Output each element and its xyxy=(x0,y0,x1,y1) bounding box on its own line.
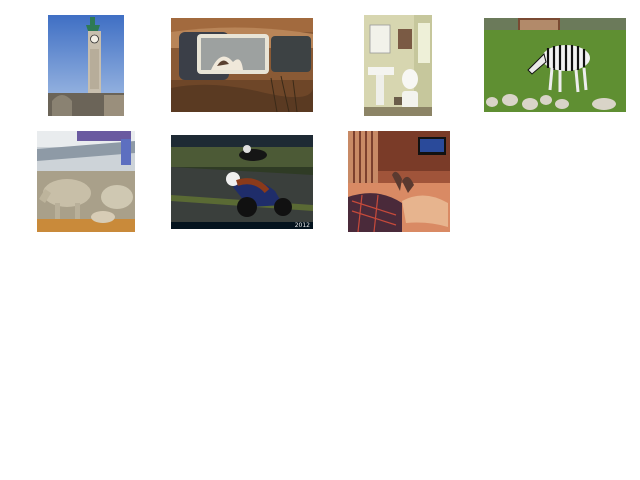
thumbnail-cows-in-barn[interactable] xyxy=(37,131,135,232)
thumbnail-clock-tower[interactable] xyxy=(48,15,124,116)
thumbnail-zebra[interactable] xyxy=(484,18,626,112)
bathroom-image xyxy=(364,15,432,116)
cows-barn-image xyxy=(37,131,135,232)
thumbnail-motorcycle-racer[interactable]: 2012 xyxy=(171,135,313,229)
zebra-image xyxy=(484,18,626,112)
thumbnail-feet-on-bed-tv[interactable] xyxy=(348,131,450,232)
thumbnail-bathroom[interactable] xyxy=(364,15,432,116)
thumbnail-cat-in-rusty-car[interactable] xyxy=(171,18,313,112)
motorcycle-image xyxy=(171,135,313,229)
clock-tower-image xyxy=(48,15,124,116)
rusty-car-image xyxy=(171,18,313,112)
bedroom-image xyxy=(348,131,450,232)
photo-year-caption: 2012 xyxy=(171,222,313,229)
